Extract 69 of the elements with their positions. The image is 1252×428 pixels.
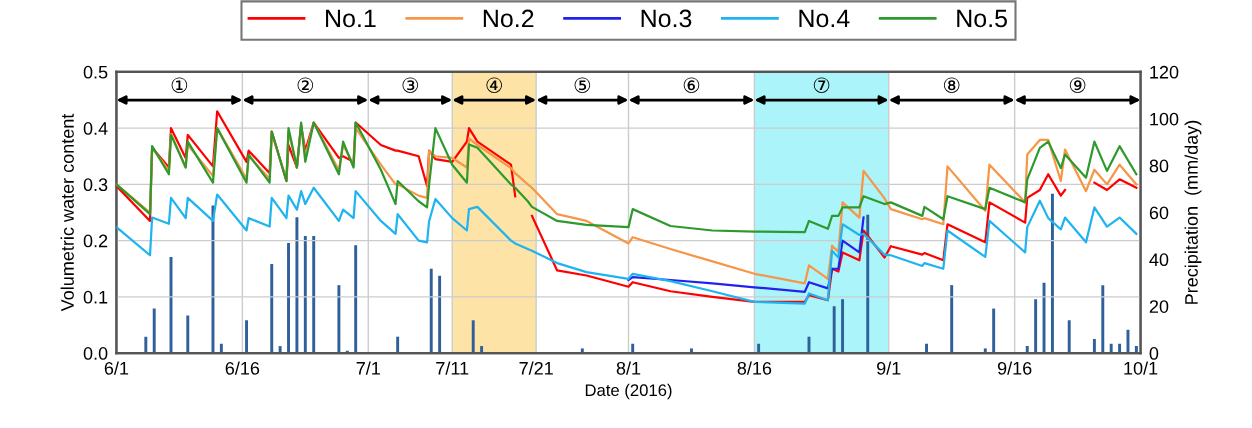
bar — [950, 285, 954, 354]
bar — [1034, 299, 1038, 354]
y2-tick-label: 40 — [1149, 253, 1169, 267]
line-series — [627, 216, 865, 293]
bar — [186, 315, 190, 354]
y-tick-label: 0.0 — [83, 347, 108, 360]
y2-tick-label: 60 — [1149, 206, 1169, 220]
x-tick-label: 7/21 — [519, 361, 553, 375]
bar — [429, 268, 433, 354]
line-series — [116, 121, 1138, 234]
x-tick-label: 9/16 — [997, 361, 1032, 375]
bar — [337, 285, 341, 354]
bar — [1042, 282, 1046, 354]
x-tick-label: 6/16 — [225, 361, 260, 375]
y2-tick-label: 80 — [1149, 159, 1169, 173]
annotation: ⑨ — [1069, 77, 1086, 93]
legend-label: No.1 — [326, 9, 376, 28]
bar — [144, 336, 148, 354]
band-label: ⑦ — [813, 77, 830, 93]
bar — [438, 275, 442, 354]
x-tick-label: 9/1 — [877, 361, 901, 375]
y2-tick-label: 20 — [1149, 300, 1169, 313]
bar — [295, 217, 299, 354]
annotation: ⑥ — [683, 77, 700, 93]
y2-tick-label: 120 — [1150, 65, 1179, 79]
bar — [287, 242, 290, 354]
annotation: ③ — [402, 77, 419, 93]
x-tick-label: 6/1 — [104, 361, 129, 375]
x-tick-label: 7/1 — [356, 361, 380, 375]
bar — [245, 320, 249, 354]
x-tick-label: 8/1 — [616, 361, 641, 375]
x-tick-label: 8/16 — [737, 361, 772, 375]
y2-tick-label: 100 — [1150, 112, 1179, 126]
y2-tick-label: 0 — [1149, 347, 1159, 360]
y-axis-title: Volumetric water content — [60, 113, 74, 312]
y-tick-label: 0.5 — [83, 65, 108, 79]
bar — [152, 308, 156, 354]
y2-axis-title: Precipitation (mm/day) — [1184, 120, 1202, 304]
x-tick-label: 10/1 — [1124, 361, 1158, 375]
annotation: ① — [171, 77, 188, 93]
band-label: ④ — [486, 77, 502, 93]
bar — [866, 214, 870, 354]
annotation: ⑤ — [574, 77, 591, 93]
annotation: ② — [297, 77, 314, 93]
annotation: ⑧ — [943, 77, 960, 93]
legend-label: No.2 — [483, 9, 534, 28]
legend-label: No.4 — [799, 9, 850, 28]
y-tick-label: 0.3 — [83, 178, 108, 192]
y-tick-label: 0.4 — [83, 122, 108, 135]
bar — [303, 235, 307, 354]
line-series — [116, 186, 1138, 305]
bar — [1101, 285, 1105, 354]
bar — [832, 306, 836, 354]
bar — [1067, 320, 1071, 354]
bar — [841, 299, 845, 354]
bar — [992, 308, 996, 354]
bar — [312, 235, 316, 354]
x-tick-label: 7/11 — [436, 361, 469, 375]
y-tick-label: 0.2 — [83, 234, 108, 248]
bar — [270, 264, 274, 354]
bar — [396, 336, 400, 354]
bar — [1092, 339, 1096, 354]
legend-label: No.3 — [641, 9, 692, 28]
bar — [354, 245, 358, 354]
legend-label: No.5 — [957, 9, 1007, 28]
bar — [1050, 193, 1054, 354]
y-tick-label: 0.1 — [83, 290, 108, 304]
x-axis-title: Date (2016) — [585, 383, 672, 400]
bar — [471, 320, 475, 354]
